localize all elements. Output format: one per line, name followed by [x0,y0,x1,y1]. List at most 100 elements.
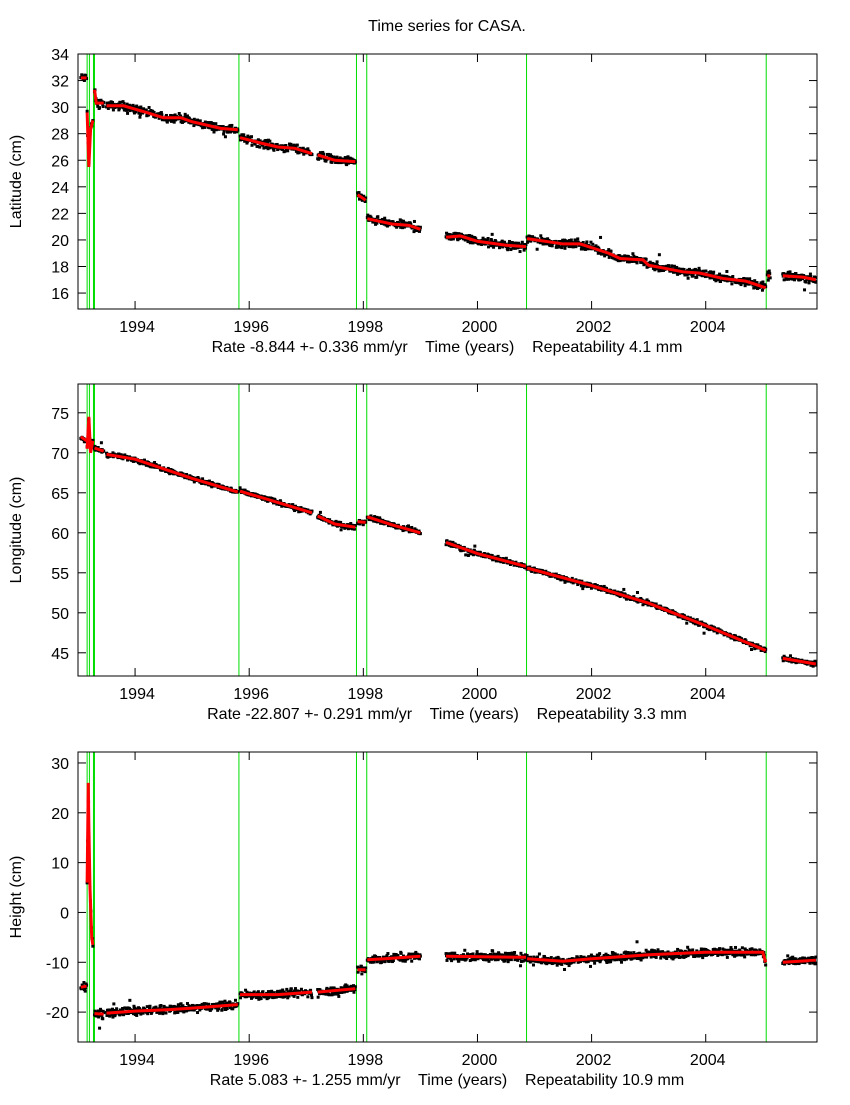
observation-point [445,959,448,962]
y-tick-label: 45 [51,646,69,663]
observation-point [787,278,790,281]
y-tick-label: 75 [51,406,69,423]
y-tick-label: 22 [51,206,69,223]
y-tick-label: -20 [46,1005,69,1022]
observation-point [703,632,706,635]
y-tick-label: -10 [46,955,69,972]
observation-point [726,956,729,959]
observation-point [98,1027,101,1030]
observation-point [551,244,554,247]
x-tick-label: 2004 [690,319,726,336]
model-fit-line [240,491,312,513]
rate-text: Rate -22.807 +- 0.291 mm/yr [207,706,429,723]
observation-point [519,250,522,253]
observation-point [463,949,466,952]
observation-point [803,288,806,291]
observation-point [734,946,737,949]
observation-point [135,1014,138,1017]
observation-point [476,950,479,953]
rate-text: Rate 5.083 +- 1.255 mm/yr [210,1072,418,1089]
observation-point [519,964,522,967]
observation-point [768,270,771,273]
x-axis-title: Time (years) [418,1072,525,1089]
observation-point [695,276,698,279]
observation-point [589,965,592,968]
observation-point [563,968,566,971]
observation-point [563,247,566,250]
x-tick-label: 1996 [233,686,269,703]
observation-point [473,545,476,548]
model-fit-line [87,783,93,945]
observation-point [539,234,542,237]
x-tick-label: 1998 [348,686,384,703]
y-axis-label: Latitude (cm) [8,135,25,228]
observation-point [128,999,131,1002]
x-axis-title: Time (years) [430,706,537,723]
observation-point [383,217,386,220]
observation-point [296,996,299,999]
observation-point [491,950,494,953]
y-tick-label: 28 [51,127,69,144]
model-fit-line [87,112,93,166]
observation-point [685,622,688,625]
observation-point [655,956,658,959]
observation-point [196,1011,199,1014]
observation-point [636,940,639,943]
observation-point [464,553,467,556]
y-tick-label: 20 [51,806,69,823]
y-tick-label: 70 [51,446,69,463]
observation-point [242,133,245,136]
observation-point [250,144,253,147]
x-tick-label: 1994 [119,1052,155,1069]
observation-point [593,962,596,965]
observation-point [526,241,529,244]
x-tick-label: 2002 [576,1052,612,1069]
x-tick-label: 1994 [119,686,155,703]
x-axis-label: Rate 5.083 +- 1.255 mm/yr Time (years) R… [210,1072,684,1089]
observation-point [115,1007,118,1010]
observation-point [731,275,734,278]
observation-point [665,957,668,960]
observation-point [328,993,331,996]
x-tick-label: 1998 [348,1052,384,1069]
observation-point [538,952,541,955]
y-tick-label: 60 [51,526,69,543]
y-tick-label: 16 [51,286,69,303]
observation-point [687,277,690,280]
observation-point [789,654,792,657]
observation-point [164,1012,167,1015]
observation-point [352,991,355,994]
model-fit-line [81,986,87,987]
plot-frame [78,384,817,676]
observation-point [741,946,744,949]
x-tick-label: 1996 [233,1052,269,1069]
observation-point [670,264,673,267]
observation-point [139,106,142,109]
rate-text: Rate -8.844 +- 0.336 mm/yr [212,339,426,356]
observation-point [487,237,490,240]
x-axis-label: Rate -22.807 +- 0.291 mm/yr Time (years)… [207,706,687,723]
observation-point [743,955,746,958]
observation-point [725,270,728,273]
y-tick-label: 55 [51,566,69,583]
observation-point [591,243,594,246]
repeatability-text: Repeatability 3.3 mm [537,706,687,723]
chart-title: Time series for CASA. [368,18,526,35]
observations [79,800,817,1030]
x-axis-label: Rate -8.844 +- 0.336 mm/yr Time (years) … [212,339,683,356]
y-tick-label: 20 [51,233,69,250]
observation-point [789,270,792,273]
observation-point [98,106,101,109]
observation-point [310,996,313,999]
model-fit-line [446,956,526,957]
observation-point [672,956,675,959]
observation-point [84,990,87,993]
observation-point [222,133,225,136]
y-tick-label: 30 [51,756,69,773]
observation-point [622,588,625,591]
observation-point [91,945,94,948]
observation-point [178,112,181,115]
observation-point [704,270,707,273]
